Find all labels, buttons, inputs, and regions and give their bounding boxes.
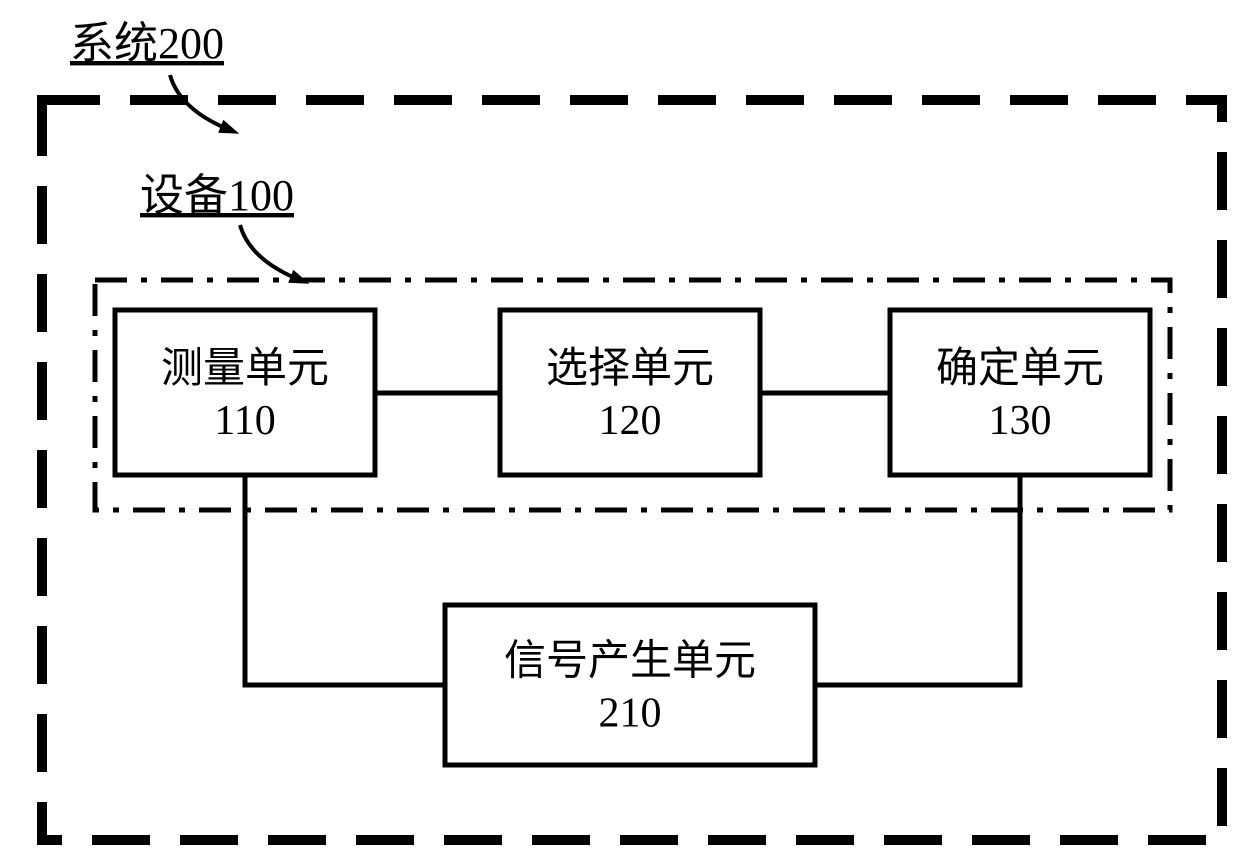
signal-gen-unit-box-title: 信号产生单元: [504, 639, 756, 685]
connector-determine-signal: [815, 475, 1020, 685]
device-pointer-arrow: [240, 225, 300, 280]
measure-unit-box-title: 测量单元: [161, 346, 329, 392]
select-unit-box-number: 120: [599, 398, 662, 444]
connector-measure-signal: [245, 475, 445, 685]
measure-unit-box: [115, 310, 375, 475]
determine-unit-box-title: 确定单元: [936, 345, 1104, 392]
system-label: 系统200: [70, 19, 224, 68]
determine-unit-box-number: 130: [989, 398, 1052, 444]
select-unit-box: [500, 310, 760, 475]
signal-gen-unit-box: [445, 605, 815, 765]
device-label: 设备100: [140, 171, 294, 220]
determine-unit-box: [890, 310, 1150, 475]
system-block-diagram: 系统200 设备100 测量单元 110 选择单元 120 确定单元 130 信号产生单元 210: [0, 0, 1240, 860]
select-unit-box-title: 选择单元: [546, 346, 714, 392]
signal-gen-unit-box-number: 210: [599, 691, 662, 737]
measure-unit-box-number: 110: [214, 398, 275, 444]
